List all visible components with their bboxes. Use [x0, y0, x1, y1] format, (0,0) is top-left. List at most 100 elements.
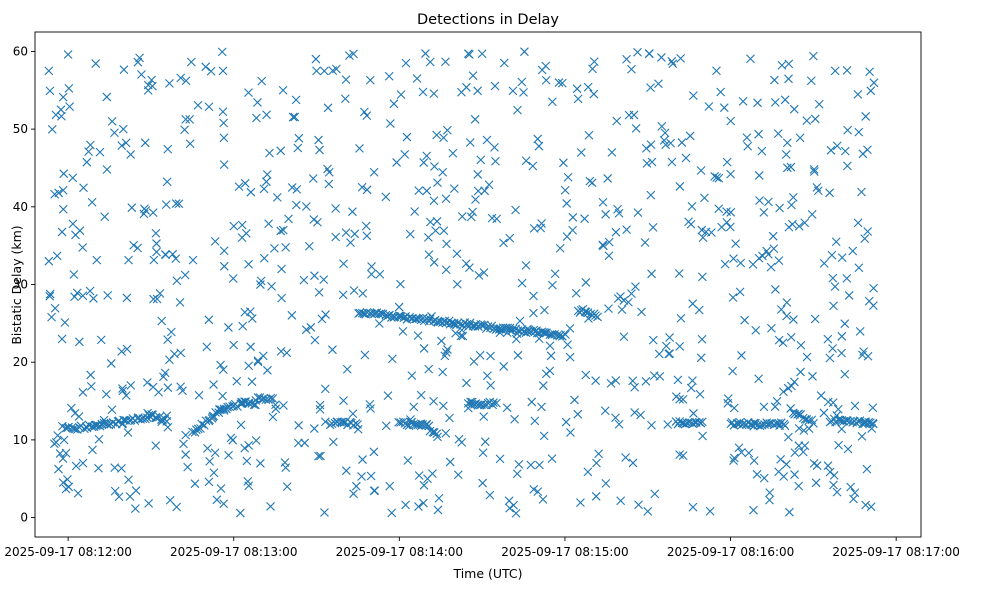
scatter-point: [238, 321, 248, 331]
scatter-point: [73, 488, 83, 498]
scatter-point: [401, 58, 411, 68]
y-tick-label: 60: [13, 44, 28, 58]
scatter-point: [592, 458, 601, 468]
scatter-point: [594, 449, 604, 459]
track-point: [197, 419, 207, 429]
scatter-point: [848, 246, 858, 256]
scatter-point: [176, 73, 186, 83]
scatter-point: [122, 293, 132, 303]
scatter-point: [755, 196, 764, 205]
track-point: [453, 318, 463, 328]
scatter-point: [754, 129, 764, 139]
scatter-point: [479, 268, 489, 277]
scatter-point: [394, 302, 404, 312]
scatter-point: [228, 274, 238, 283]
scatter-point: [490, 81, 500, 91]
scatter-point: [443, 345, 452, 354]
scatter-point: [45, 86, 55, 96]
scatter-point: [272, 193, 282, 202]
scatter-point: [433, 505, 443, 515]
scatter-point: [479, 412, 489, 421]
scatter-point: [834, 440, 843, 450]
scatter-point: [840, 146, 850, 156]
x-tick-label: 2025-09-17 08:14:00: [336, 545, 463, 559]
scatter-point: [74, 412, 84, 421]
axes-background: [35, 32, 921, 537]
scatter-point: [768, 231, 778, 241]
scatter-point: [611, 227, 621, 237]
scatter-point: [256, 276, 266, 286]
scatter-point: [770, 402, 780, 412]
track-point: [337, 417, 347, 427]
scatter-point: [530, 416, 540, 426]
scatter-point: [473, 186, 483, 196]
scatter-point: [237, 233, 247, 243]
scatter-point: [782, 311, 792, 321]
scatter-point: [259, 253, 269, 263]
scatter-point: [367, 262, 376, 271]
scatter-point: [452, 279, 462, 289]
scatter-point: [181, 450, 191, 459]
scatter-point: [181, 114, 191, 124]
scatter-point: [185, 114, 195, 124]
scatter-point: [281, 243, 291, 252]
scatter-point: [520, 47, 529, 57]
x-axis: 2025-09-17 08:12:00 2025-09-17 08:13:00 20…: [4, 537, 960, 559]
track-point: [581, 307, 591, 317]
scatter-point: [45, 289, 55, 299]
scatter-point: [91, 59, 101, 68]
scatter-point: [148, 382, 158, 392]
scatter-point: [486, 381, 496, 390]
scatter-point: [823, 334, 833, 344]
scatter-point: [402, 132, 412, 142]
scatter-point: [714, 204, 724, 214]
track-point: [697, 417, 707, 427]
y-axis-label: Bistatic Delay (km): [9, 225, 24, 344]
scatter-point: [328, 345, 337, 355]
x-tick-label: 2025-09-17 08:15:00: [501, 545, 628, 559]
scatter-point: [124, 255, 133, 265]
scatter-point: [262, 170, 272, 179]
scatter-point: [181, 76, 191, 86]
scatter-point: [126, 150, 136, 159]
scatter-point: [705, 506, 715, 516]
track-point: [508, 324, 518, 334]
scatter-point: [118, 124, 128, 134]
scatter-point: [314, 451, 323, 461]
track-point: [411, 420, 421, 430]
scatter-point: [117, 347, 126, 356]
scatter-point: [677, 138, 687, 147]
scatter-point: [478, 448, 488, 458]
scatter-point: [832, 487, 842, 497]
scatter-point: [583, 82, 593, 92]
scatter-point: [440, 351, 450, 361]
scatter-point: [789, 104, 799, 114]
scatter-point: [583, 467, 593, 477]
scatter-point: [678, 394, 688, 404]
scatter-point: [107, 117, 117, 126]
scatter-point: [538, 494, 548, 504]
scatter-point: [789, 315, 798, 324]
scatter-point: [779, 387, 788, 397]
scatter-point: [840, 319, 850, 329]
scatter-point: [613, 204, 622, 214]
scatter-point: [568, 212, 578, 222]
scatter-point: [688, 502, 698, 512]
scatter-point: [123, 428, 133, 437]
track-point: [376, 309, 386, 318]
scatter-series: [44, 47, 879, 518]
track-point: [266, 393, 276, 403]
scatter-point: [487, 213, 497, 223]
scatter-point: [657, 53, 666, 62]
track-point: [381, 310, 391, 320]
scatter-point: [676, 54, 686, 63]
scatter-point: [188, 255, 198, 265]
scatter-point: [152, 247, 161, 257]
y-tick-label: 40: [13, 200, 28, 214]
scatter-point: [675, 341, 685, 351]
scatter-point: [281, 463, 291, 473]
scatter-point: [277, 293, 286, 303]
track-point: [540, 328, 550, 337]
scatter-point: [121, 138, 131, 148]
scatter-point: [808, 51, 818, 61]
